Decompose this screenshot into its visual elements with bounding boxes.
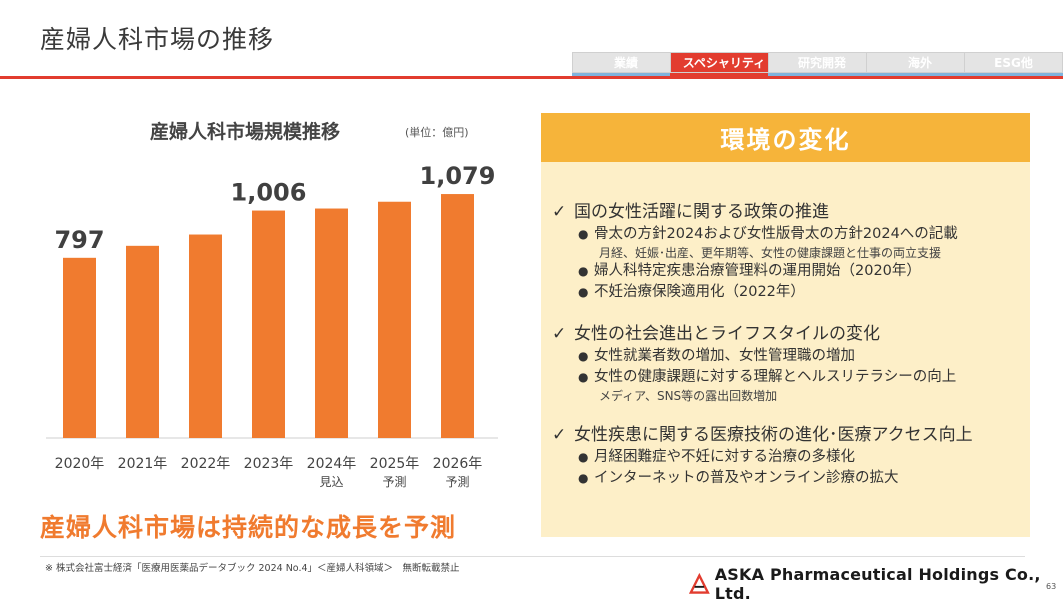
page-number: 63 (1046, 582, 1057, 591)
tab-overseas[interactable]: 海外 (866, 52, 974, 76)
company-name: ASKA Pharmaceutical Holdings Co., Ltd. (714, 565, 1041, 603)
section-head-text: 女性疾患に関する医療技術の進化･医療アクセス向上 (574, 425, 973, 445)
tab-label: 研究開発 (797, 56, 846, 70)
env-section-head: ✓ 女性疾患に関する医療技術の進化･医療アクセス向上 (552, 423, 1022, 447)
tab-label: ESG他 (994, 56, 1033, 70)
tab-label: 業績 (613, 56, 638, 70)
x-tick-label-4: 見込 (319, 475, 343, 489)
bar-4 (315, 208, 348, 438)
bar-2 (189, 234, 222, 438)
section-head-text: 国の女性活躍に関する政策の推進 (574, 202, 829, 222)
item-text: 月経困難症や不妊に対する治療の多様化 (594, 449, 855, 465)
section-head-text: 女性の社会進出とライフスタイルの変化 (574, 324, 880, 344)
bullet-icon: ● (578, 227, 589, 241)
x-tick-label-6: 2026年 (433, 456, 483, 472)
item-text: インターネットの普及やオンライン診療の拡大 (594, 470, 899, 486)
env-section: ✓ 女性の社会進出とライフスタイルの変化 ● 女性就業者数の増加、女性管理職の増加 … (552, 322, 1022, 404)
tab-esg[interactable]: ESG他 (964, 52, 1063, 76)
list-item: ● 婦人科特定疾患治療管理料の運用開始（2020年） (552, 261, 1022, 282)
x-tick-label-6: 予測 (445, 475, 469, 489)
env-section: ✓ 女性疾患に関する医療技術の進化･医療アクセス向上 ● 月経困難症や不妊に対する治… (552, 423, 1022, 489)
bar-6 (441, 194, 474, 438)
bullet-icon: ● (578, 450, 589, 464)
list-item: ● 女性の健康課題に対する理解とヘルスリテラシーの向上 (552, 367, 1022, 388)
bar-3 (252, 210, 285, 438)
chart-unit: (単位：億円) (405, 126, 469, 139)
x-tick-label-2: 2022年 (181, 456, 231, 472)
item-note: メディア、SNS等の露出回数増加 (599, 389, 778, 403)
footer-divider (40, 556, 1025, 557)
x-tick-label-0: 2020年 (55, 456, 105, 472)
list-item: ● 月経困難症や不妊に対する治療の多様化 (552, 447, 1022, 468)
aska-logo-icon (688, 572, 710, 594)
page-title: 産婦人科市場の推移 (40, 25, 275, 54)
title-divider (0, 76, 1063, 79)
section-tabs: 業績 スペシャリティ 研究開発 海外 ESG他 (572, 52, 1063, 76)
source-note: ※ 株式会社富士経済「医療用医薬品データブック 2024 No.4」＜産婦人科領… (45, 563, 460, 574)
bar-0 (63, 257, 96, 438)
x-tick-label-4: 2024年 (307, 456, 357, 472)
list-item: ● インターネットの普及やオンライン診療の拡大 (552, 468, 1022, 489)
env-section: ✓ 国の女性活躍に関する政策の推進 ● 骨太の方針2024および女性版骨太の方針20… (552, 200, 1022, 303)
bar-5 (378, 201, 411, 438)
x-tick-label-5: 2025年 (370, 456, 420, 472)
environment-list: ✓ 国の女性活躍に関する政策の推進 ● 骨太の方針2024および女性版骨太の方針20… (552, 200, 1022, 508)
item-note: 月経、妊娠･出産、更年期等、女性の健康課題と仕事の両立支援 (599, 246, 942, 260)
item-text: 不妊治療保険適用化（2022年） (594, 284, 805, 300)
tab-label: 海外 (907, 56, 932, 70)
bullet-icon: ● (578, 285, 589, 299)
bullet-icon: ● (578, 471, 589, 485)
x-tick-label-5: 予測 (382, 475, 406, 489)
x-tick-label-1: 2021年 (118, 456, 168, 472)
tab-label: スペシャリティ (682, 56, 766, 70)
x-tick-label-3: 2023年 (244, 456, 294, 472)
item-text: 骨太の方針2024および女性版骨太の方針2024への記載 (594, 226, 958, 242)
data-label-0: 797 (54, 226, 104, 254)
list-item: ● 骨太の方針2024および女性版骨太の方針2024への記載 (552, 224, 1022, 245)
item-text: 婦人科特定疾患治療管理料の運用開始（2020年） (594, 263, 921, 279)
item-text: 女性就業者数の増加、女性管理職の増加 (594, 348, 855, 364)
tab-results[interactable]: 業績 (572, 52, 680, 76)
check-icon: ✓ (552, 324, 567, 344)
bullet-icon: ● (578, 264, 589, 278)
item-text: 女性の健康課題に対する理解とヘルスリテラシーの向上 (594, 369, 957, 385)
data-label-3: 1,006 (231, 179, 307, 207)
company-logo: ASKA Pharmaceutical Holdings Co., Ltd. (688, 565, 1063, 603)
check-icon: ✓ (552, 202, 567, 222)
chart-title: 産婦人科市場規模推移 (150, 121, 341, 143)
env-section-head: ✓ 国の女性活躍に関する政策の推進 (552, 200, 1022, 224)
bullet-icon: ● (578, 370, 589, 384)
env-section-head: ✓ 女性の社会進出とライフスタイルの変化 (552, 322, 1022, 346)
list-item: ● 不妊治療保険適用化（2022年） (552, 282, 1022, 303)
bullet-icon: ● (578, 349, 589, 363)
list-item: ● 女性就業者数の増加、女性管理職の増加 (552, 346, 1022, 367)
chart-tagline: 産婦人科市場は持続的な成長を予測 (40, 513, 457, 542)
tab-specialty[interactable]: スペシャリティ (670, 52, 778, 76)
check-icon: ✓ (552, 425, 567, 445)
environment-header: 環境の変化 (541, 113, 1030, 162)
tab-rnd[interactable]: 研究開発 (768, 52, 876, 76)
environment-panel (541, 113, 1030, 537)
bar-1 (126, 245, 159, 438)
data-label-6: 1,079 (420, 162, 496, 190)
